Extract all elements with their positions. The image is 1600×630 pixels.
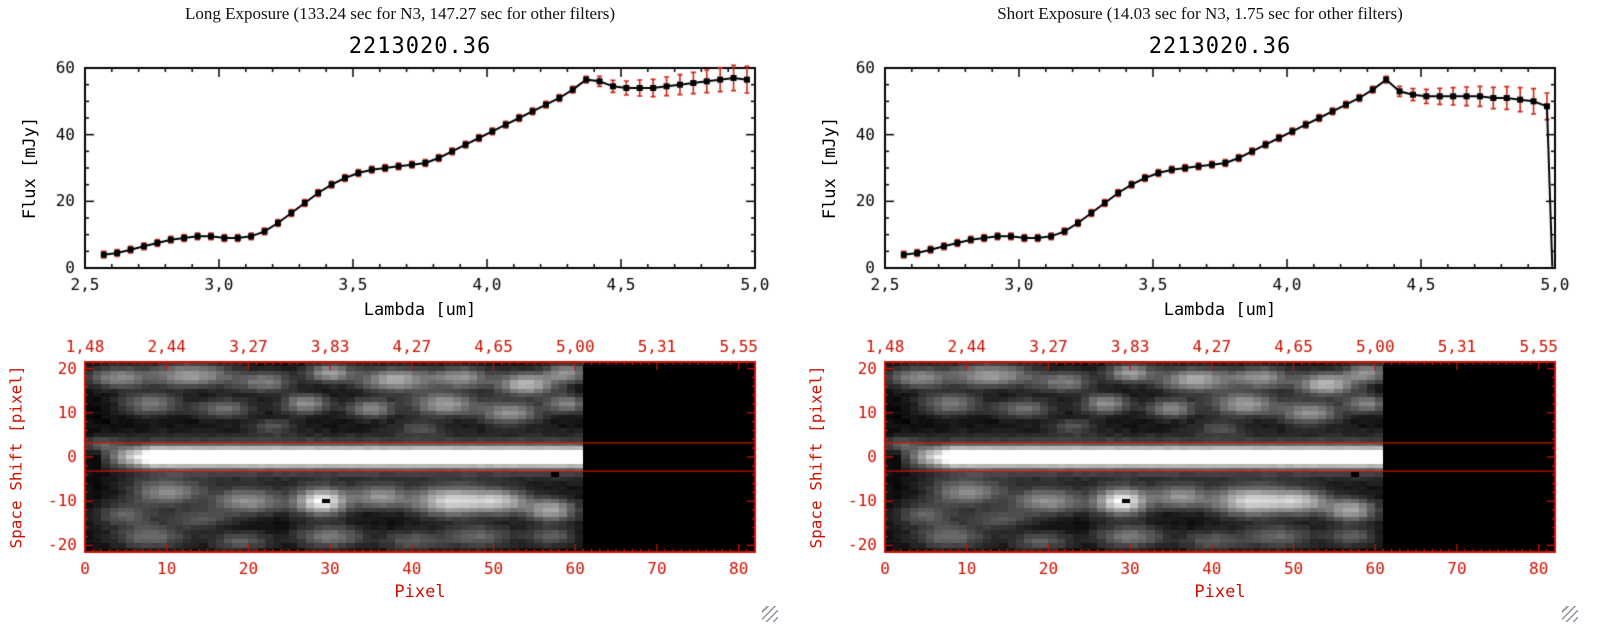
long-exposure-panel: Long Exposure (133.24 sec for N3, 147.27… <box>0 0 800 630</box>
resize-grip[interactable] <box>762 606 778 622</box>
short-exposure-plot-canvas <box>800 0 1600 630</box>
resize-grip[interactable] <box>1562 606 1578 622</box>
long-exposure-plot-canvas <box>0 0 800 630</box>
short-exposure-panel: Short Exposure (14.03 sec for N3, 1.75 s… <box>800 0 1600 630</box>
